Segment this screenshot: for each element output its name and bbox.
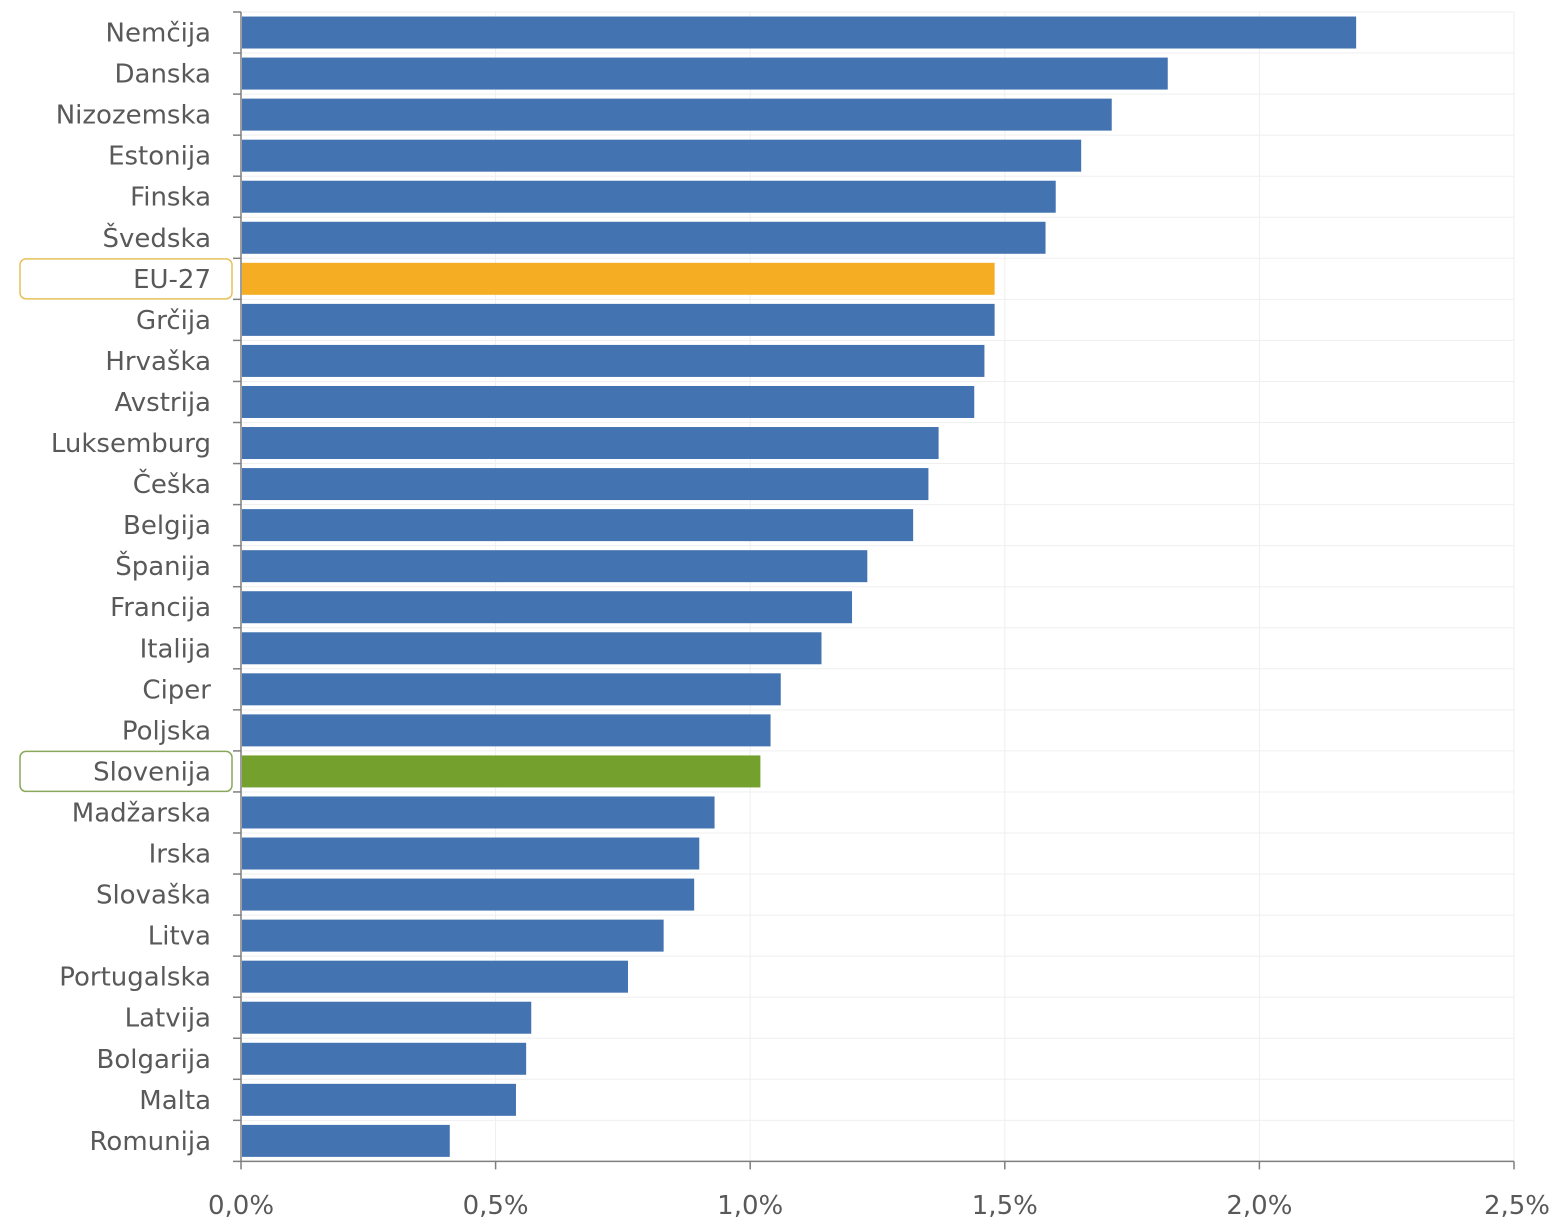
bar-hrva-ka <box>242 344 985 377</box>
category-label: Španija <box>115 550 211 582</box>
category-label: Estonija <box>108 142 211 172</box>
bar-finska <box>242 180 1056 213</box>
category-label: Latvija <box>125 1004 211 1034</box>
bar-belgija <box>242 509 914 542</box>
category-label: Irska <box>149 840 211 870</box>
bar-ciper <box>242 673 781 706</box>
category-label: Francija <box>110 593 211 623</box>
x-tick-label: 1,5% <box>972 1191 1038 1221</box>
bar-portugalska <box>242 960 628 993</box>
category-label: EU-27 <box>133 265 211 295</box>
bar-litva <box>242 919 664 952</box>
bar-italija <box>242 632 822 665</box>
category-label: Grčija <box>136 306 211 336</box>
highlight-box <box>19 750 233 793</box>
bar-danska <box>242 57 1168 90</box>
category-label: Italija <box>140 634 211 664</box>
category-label: Nemčija <box>106 19 211 49</box>
category-labels: Nemčija Danska Nizozemska Estonija Finska Šve… <box>51 19 211 1157</box>
category-label: Madžarska <box>72 798 211 828</box>
x-tick-label: 2,0% <box>1226 1191 1292 1221</box>
category-label: Švedska <box>103 222 211 254</box>
bar-nem-ija <box>242 16 1357 49</box>
bar-estonija <box>242 139 1082 172</box>
bar-francija <box>242 591 853 624</box>
bar-irska <box>242 837 700 870</box>
bar-mad-arska <box>242 796 715 829</box>
category-label: Bolgarija <box>97 1045 211 1075</box>
category-label: Slovenija <box>93 757 211 787</box>
bar-eu-27 <box>242 262 995 295</box>
bar-nizozemska <box>242 98 1112 131</box>
category-label: Belgija <box>123 511 211 541</box>
x-tick-label: 2,5% <box>1484 1191 1550 1221</box>
bar--panija <box>242 550 868 583</box>
bar-gr-ija <box>242 303 995 336</box>
category-label: Češka <box>133 468 211 500</box>
axes <box>233 11 1515 1170</box>
bar-malta <box>242 1083 516 1116</box>
bar-romunija <box>242 1124 450 1157</box>
category-label: Slovaška <box>96 881 211 911</box>
category-label: Avstrija <box>115 388 211 418</box>
highlight-boxes <box>19 258 233 793</box>
category-label: Poljska <box>122 716 211 746</box>
bar-avstrija <box>242 385 975 418</box>
category-label: Danska <box>114 60 211 90</box>
x-tick-label: 0,0% <box>208 1191 274 1221</box>
category-label: Luksemburg <box>51 429 211 459</box>
category-label: Malta <box>139 1086 211 1116</box>
category-label: Finska <box>130 183 211 213</box>
category-label: Ciper <box>142 675 211 705</box>
tick-labels: 0,0% 0,5% 1,0% 1,5% 2,0% 2,5% <box>208 1191 1550 1221</box>
bar-poljska <box>242 714 771 747</box>
x-tick-label: 1,0% <box>717 1191 783 1221</box>
bar-slovenija <box>242 755 761 788</box>
category-label: Romunija <box>90 1127 211 1157</box>
highlight-box <box>19 258 233 300</box>
bar-bolgarija <box>242 1042 527 1075</box>
category-label: Portugalska <box>59 963 211 993</box>
category-label: Litva <box>148 922 211 952</box>
bar-latvija <box>242 1001 532 1034</box>
bar--vedska <box>242 221 1046 254</box>
bar-luksemburg <box>242 427 939 460</box>
x-tick-label: 0,5% <box>463 1191 529 1221</box>
bar-slova-ka <box>242 878 695 911</box>
category-label: Nizozemska <box>56 101 211 131</box>
bars <box>242 16 1357 1157</box>
bar--e-ka <box>242 468 929 501</box>
category-label: Hrvaška <box>105 347 211 377</box>
